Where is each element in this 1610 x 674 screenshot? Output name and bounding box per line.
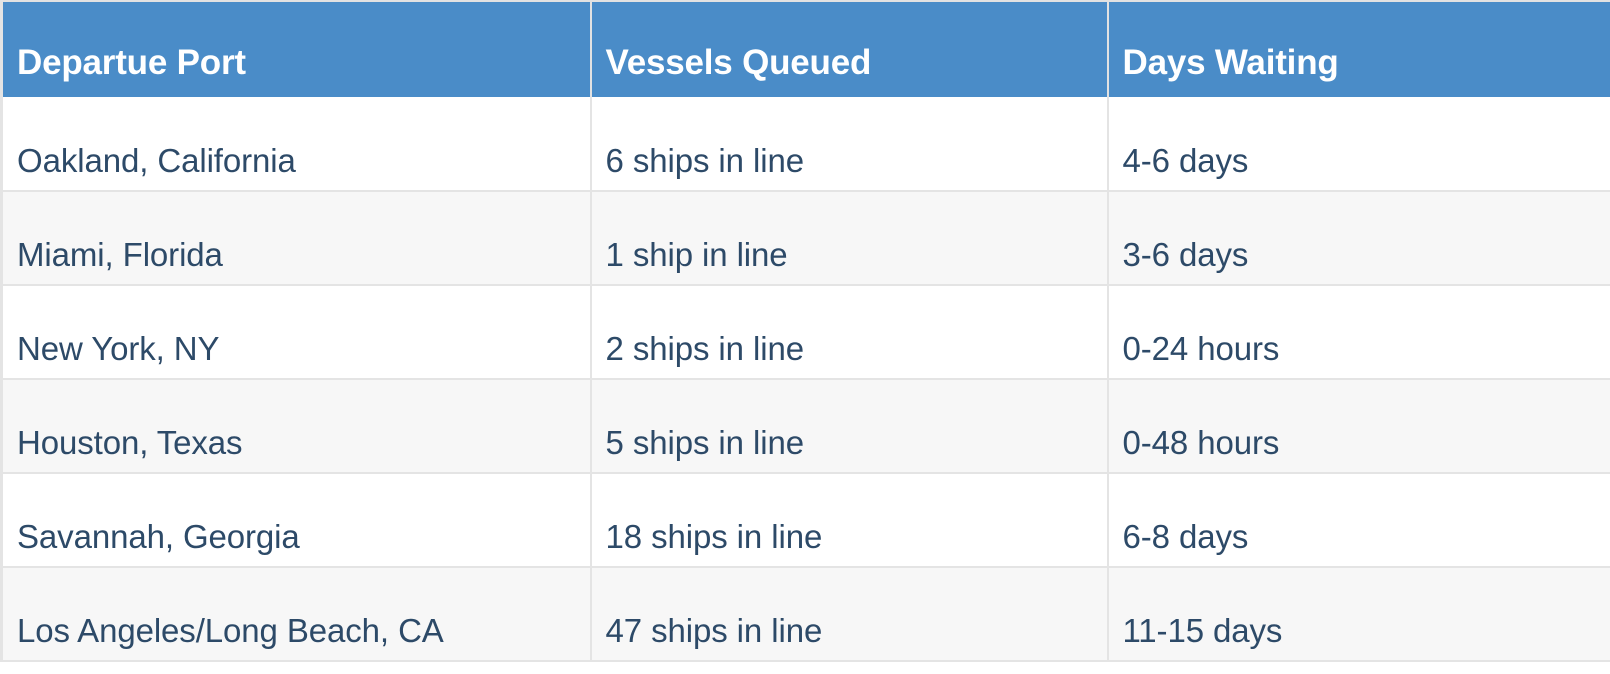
cell-days-waiting: 4-6 days [1106,97,1610,192]
cell-days-waiting: 0-48 hours [1106,379,1610,474]
cell-days-waiting: 11-15 days [1106,567,1610,662]
cell-vessels-queued: 5 ships in line [589,379,1109,474]
cell-days-waiting: 3-6 days [1106,191,1610,286]
table-row: Savannah, Georgia 18 ships in line 6-8 d… [0,473,1610,568]
cell-vessels-queued: 47 ships in line [589,567,1109,662]
table-header: Departue Port Vessels Queued Days Waitin… [0,0,1610,97]
table-row: Houston, Texas 5 ships in line 0-48 hour… [0,379,1610,474]
cell-vessels-queued: 1 ship in line [589,191,1109,286]
table-row: Oakland, California 6 ships in line 4-6 … [0,97,1610,192]
cell-departure-port: Savannah, Georgia [0,473,592,568]
column-header-departure-port[interactable]: Departue Port [0,0,592,97]
cell-departure-port: Oakland, California [0,97,592,192]
cell-vessels-queued: 18 ships in line [589,473,1109,568]
table-row: Los Angeles/Long Beach, CA 47 ships in l… [0,567,1610,662]
cell-departure-port: Miami, Florida [0,191,592,286]
table-row: Miami, Florida 1 ship in line 3-6 days [0,191,1610,286]
table-row: New York, NY 2 ships in line 0-24 hours [0,285,1610,380]
cell-days-waiting: 0-24 hours [1106,285,1610,380]
cell-days-waiting: 6-8 days [1106,473,1610,568]
cell-departure-port: New York, NY [0,285,592,380]
cell-departure-port: Los Angeles/Long Beach, CA [0,567,592,662]
table-header-row: Departue Port Vessels Queued Days Waitin… [0,0,1610,97]
column-header-vessels-queued[interactable]: Vessels Queued [589,0,1109,97]
cell-departure-port: Houston, Texas [0,379,592,474]
cell-vessels-queued: 2 ships in line [589,285,1109,380]
table-body: Oakland, California 6 ships in line 4-6 … [0,97,1610,662]
column-header-days-waiting[interactable]: Days Waiting [1106,0,1610,97]
cell-vessels-queued: 6 ships in line [589,97,1109,192]
